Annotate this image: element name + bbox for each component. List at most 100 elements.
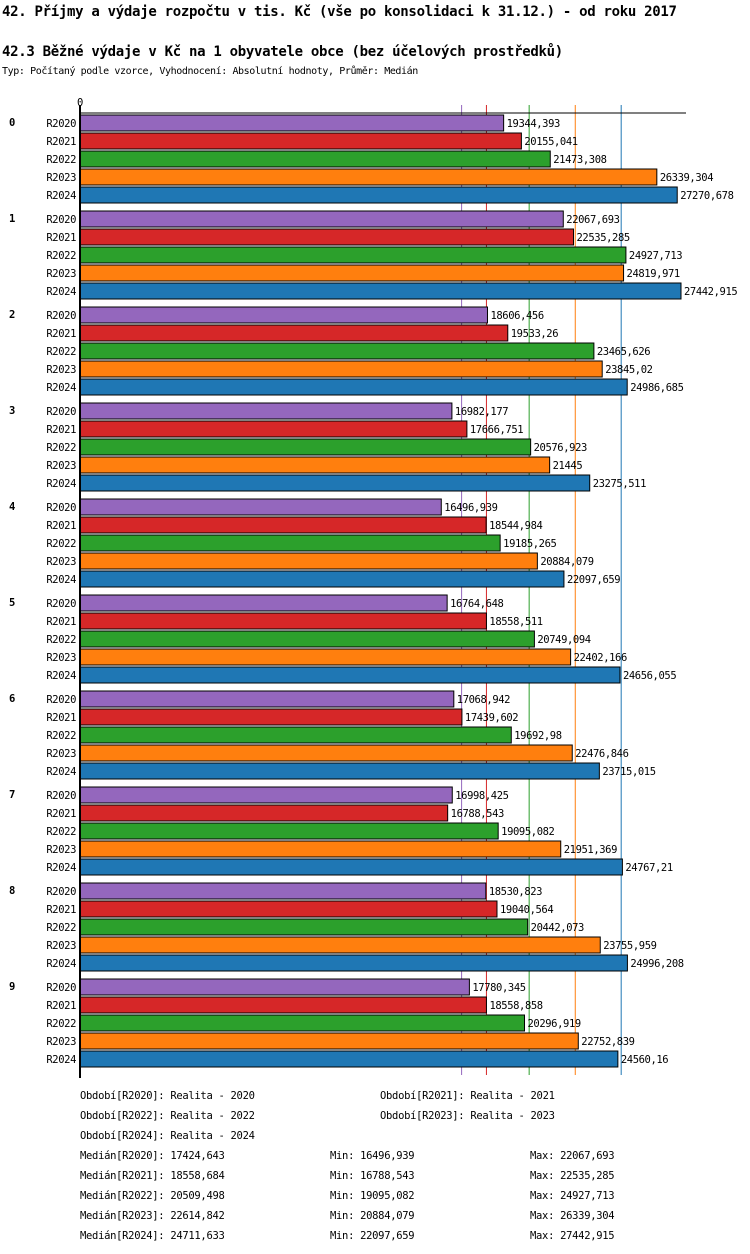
series-label: R2023 bbox=[46, 748, 76, 760]
series-label: R2024 bbox=[46, 670, 76, 682]
data-label: 20749,094 bbox=[537, 634, 590, 646]
group-label: 8 bbox=[9, 885, 15, 897]
series-label: R2024 bbox=[46, 574, 76, 586]
group-label: 5 bbox=[9, 597, 15, 609]
stat-min: Min: 22097,659 bbox=[330, 1230, 415, 1242]
series-label: R2023 bbox=[46, 172, 76, 184]
stat-max: Max: 27442,915 bbox=[530, 1230, 615, 1242]
data-label: 19692,98 bbox=[514, 730, 561, 742]
stat-max: Max: 24927,713 bbox=[530, 1190, 615, 1202]
group-label: 7 bbox=[9, 789, 15, 801]
series-label: R2020 bbox=[46, 214, 76, 226]
bar-R2022 bbox=[79, 630, 535, 648]
legend-period: Období[R2024]: Realita - 2024 bbox=[80, 1130, 255, 1142]
series-label: R2023 bbox=[46, 844, 76, 856]
series-label: R2020 bbox=[46, 694, 76, 706]
legend-period: Období[R2022]: Realita - 2022 bbox=[80, 1110, 255, 1122]
series-label: R2020 bbox=[46, 310, 76, 322]
series-label: R2022 bbox=[46, 922, 76, 934]
data-label: 17068,942 bbox=[457, 694, 510, 706]
group-label: 0 bbox=[9, 117, 15, 129]
data-label: 19533,26 bbox=[511, 328, 558, 340]
series-label: R2024 bbox=[46, 1054, 76, 1066]
stat-max: Max: 26339,304 bbox=[530, 1210, 615, 1222]
bar-R2024 bbox=[79, 1050, 619, 1068]
series-label: R2023 bbox=[46, 556, 76, 568]
bar-R2020 bbox=[79, 786, 453, 804]
series-label: R2021 bbox=[46, 1000, 76, 1012]
series-label: R2022 bbox=[46, 154, 76, 166]
bar-R2023 bbox=[79, 1032, 579, 1050]
stat-min: Min: 20884,079 bbox=[330, 1210, 415, 1222]
data-label: 23755,959 bbox=[603, 940, 656, 952]
series-label: R2021 bbox=[46, 520, 76, 532]
bar-R2021 bbox=[79, 132, 522, 150]
series-label: R2023 bbox=[46, 652, 76, 664]
series-label: R2022 bbox=[46, 346, 76, 358]
group-label: 4 bbox=[9, 501, 15, 513]
bar-R2022 bbox=[79, 150, 551, 168]
series-label: R2023 bbox=[46, 268, 76, 280]
series-label: R2021 bbox=[46, 712, 76, 724]
chart-info: Typ: Počítaný podle vzorce, Vyhodnocení:… bbox=[2, 66, 418, 77]
series-label: R2023 bbox=[46, 460, 76, 472]
data-label: 16982,177 bbox=[455, 406, 508, 418]
bar-R2021 bbox=[79, 900, 498, 918]
data-label: 22752,839 bbox=[581, 1036, 634, 1048]
data-label: 24986,685 bbox=[630, 382, 683, 394]
series-label: R2024 bbox=[46, 382, 76, 394]
bar-R2023 bbox=[79, 552, 538, 570]
data-label: 16788,543 bbox=[451, 808, 504, 820]
series-label: R2024 bbox=[46, 958, 76, 970]
series-label: R2024 bbox=[46, 286, 76, 298]
data-label: 20155,041 bbox=[524, 136, 577, 148]
stat-min: Min: 16788,543 bbox=[330, 1170, 415, 1182]
data-label: 16998,425 bbox=[455, 790, 508, 802]
series-label: R2021 bbox=[46, 328, 76, 340]
bar-R2021 bbox=[79, 996, 487, 1014]
bar-R2023 bbox=[79, 648, 572, 666]
series-label: R2023 bbox=[46, 364, 76, 376]
data-label: 18606,456 bbox=[490, 310, 543, 322]
series-label: R2021 bbox=[46, 616, 76, 628]
bar-R2024 bbox=[79, 954, 628, 972]
series-label: R2022 bbox=[46, 1018, 76, 1030]
data-label: 18558,858 bbox=[489, 1000, 542, 1012]
series-label: R2024 bbox=[46, 478, 76, 490]
bar-R2020 bbox=[79, 690, 455, 708]
series-label: R2022 bbox=[46, 730, 76, 742]
data-label: 18530,823 bbox=[489, 886, 542, 898]
bar-R2024 bbox=[79, 474, 591, 492]
bar-R2020 bbox=[79, 306, 488, 324]
bar-R2023 bbox=[79, 360, 603, 378]
series-label: R2022 bbox=[46, 826, 76, 838]
series-label: R2024 bbox=[46, 766, 76, 778]
data-label: 27270,678 bbox=[680, 190, 733, 202]
bar-R2021 bbox=[79, 516, 487, 534]
series-label: R2020 bbox=[46, 502, 76, 514]
data-label: 17439,602 bbox=[465, 712, 518, 724]
bar-R2022 bbox=[79, 822, 499, 840]
data-label: 18558,511 bbox=[489, 616, 542, 628]
data-label: 24560,16 bbox=[621, 1054, 668, 1066]
stat-median: Medián[R2020]: 17424,643 bbox=[80, 1150, 225, 1162]
data-label: 22476,846 bbox=[575, 748, 628, 760]
legend-period: Období[R2023]: Realita - 2023 bbox=[380, 1110, 555, 1122]
bar-R2021 bbox=[79, 804, 449, 822]
bar-R2023 bbox=[79, 168, 658, 186]
data-label: 19040,564 bbox=[500, 904, 553, 916]
series-label: R2020 bbox=[46, 790, 76, 802]
data-label: 23715,015 bbox=[602, 766, 655, 778]
data-label: 24996,208 bbox=[630, 958, 683, 970]
data-label: 19095,082 bbox=[501, 826, 554, 838]
bar-R2022 bbox=[79, 342, 595, 360]
data-label: 22402,166 bbox=[574, 652, 627, 664]
stat-median: Medián[R2024]: 24711,633 bbox=[80, 1230, 225, 1242]
series-label: R2021 bbox=[46, 232, 76, 244]
data-label: 24656,055 bbox=[623, 670, 676, 682]
group-label: 3 bbox=[9, 405, 15, 417]
series-label: R2021 bbox=[46, 136, 76, 148]
bar-R2024 bbox=[79, 378, 628, 396]
data-label: 20576,923 bbox=[534, 442, 587, 454]
bar-R2024 bbox=[79, 186, 678, 204]
